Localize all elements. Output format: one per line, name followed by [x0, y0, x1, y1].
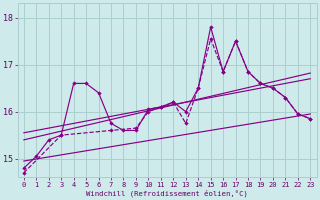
X-axis label: Windchill (Refroidissement éolien,°C): Windchill (Refroidissement éolien,°C): [86, 189, 248, 197]
